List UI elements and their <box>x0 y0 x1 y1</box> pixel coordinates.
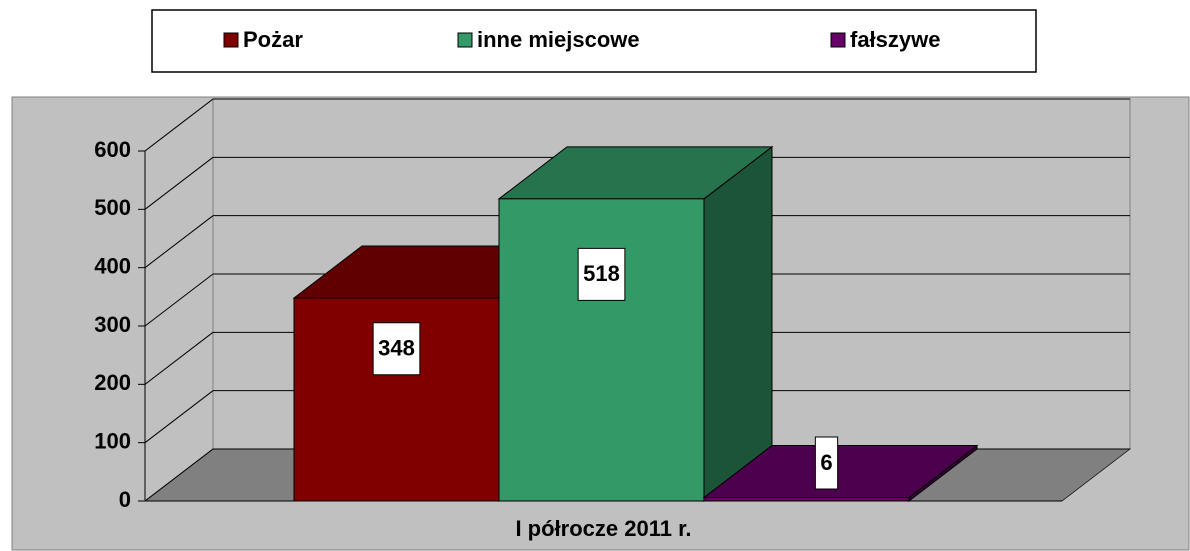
grid-line <box>144 156 214 210</box>
legend-label: Pożar <box>243 27 303 52</box>
grid-line <box>144 273 214 327</box>
legend-box <box>151 9 1037 73</box>
value-label: 6 <box>820 450 832 475</box>
y-tick-label: 0 <box>119 487 131 512</box>
grid-line <box>144 448 214 502</box>
y-tick-label: 100 <box>94 428 131 453</box>
legend-swatch <box>830 32 846 48</box>
x-tick-label: I półrocze 2011 r. <box>515 516 691 541</box>
legend-label: fałszywe <box>850 27 941 52</box>
legend-swatch <box>223 32 239 48</box>
legend-label: inne miejscowe <box>477 27 640 52</box>
y-tick-label: 400 <box>94 253 131 278</box>
value-label: 348 <box>378 336 415 361</box>
value-label: 518 <box>583 261 620 286</box>
grid-line <box>144 215 214 269</box>
grid-line <box>144 331 214 385</box>
y-tick-label: 600 <box>94 137 131 162</box>
value-label-box <box>814 436 839 490</box>
legend-swatch <box>457 32 473 48</box>
bar-side <box>703 145 773 503</box>
value-label-box <box>577 247 626 301</box>
grid-line <box>144 390 214 444</box>
bar <box>498 198 705 502</box>
value-label-box <box>372 322 421 376</box>
y-tick-label: 300 <box>94 312 131 337</box>
bar <box>703 497 910 502</box>
grid-line <box>144 98 214 152</box>
y-tick-label: 500 <box>94 195 131 220</box>
y-tick-label: 200 <box>94 370 131 395</box>
